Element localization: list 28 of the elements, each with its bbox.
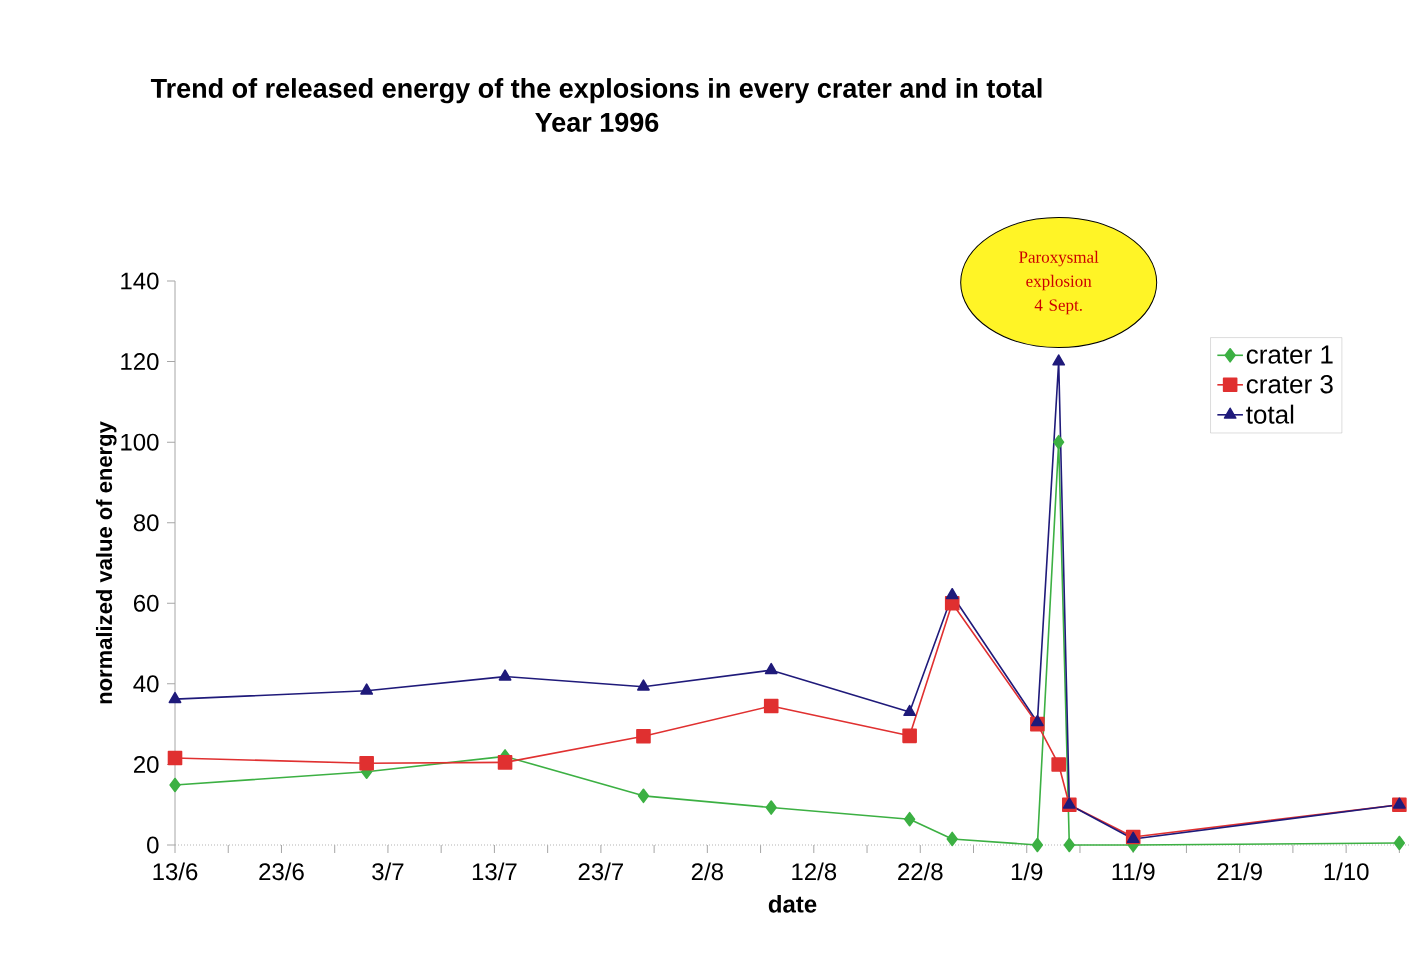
legend-label: total xyxy=(1246,404,1294,424)
y-tick-label: 140 xyxy=(121,272,159,290)
annotation: Paroxysmal explosion 4 Sept. xyxy=(1019,250,1099,315)
x-tick-label: 21/9 xyxy=(1217,862,1262,881)
chart-title: Trend of released energy of the explosions in every crater and in total xyxy=(150,78,1042,104)
y-tick-label: 0 xyxy=(147,836,159,854)
y-tick-label: 40 xyxy=(133,675,159,693)
x-axis-title: date xyxy=(768,895,817,913)
x-tick-label: 12/8 xyxy=(792,862,837,881)
legend-label: crater 1 xyxy=(1246,345,1333,364)
x-tick-label: 23/6 xyxy=(259,862,304,881)
x-tick-label: 13/6 xyxy=(153,862,198,881)
x-tick-label: 2/8 xyxy=(691,862,723,881)
y-tick-label: 80 xyxy=(133,514,159,532)
x-tick-label: 23/7 xyxy=(578,862,624,881)
y-tick-label: 20 xyxy=(133,755,159,773)
x-tick-label: 13/7 xyxy=(472,862,517,881)
x-tick-label: 11/9 xyxy=(1112,862,1155,881)
x-tick-label: 3/7 xyxy=(372,862,404,881)
y-tick-label: 120 xyxy=(121,353,159,371)
x-tick-label: 22/8 xyxy=(898,862,943,881)
x-tick-label: 1/9 xyxy=(1011,862,1043,881)
chart-subtitle: Year 1996 xyxy=(535,112,659,132)
y-tick-label: 100 xyxy=(121,433,159,451)
y-tick-label: 60 xyxy=(134,594,159,612)
y-axis-title: normalized value of energy xyxy=(95,421,117,704)
x-tick-label: 1/10 xyxy=(1324,862,1369,881)
legend-label: crater 3 xyxy=(1246,374,1333,394)
